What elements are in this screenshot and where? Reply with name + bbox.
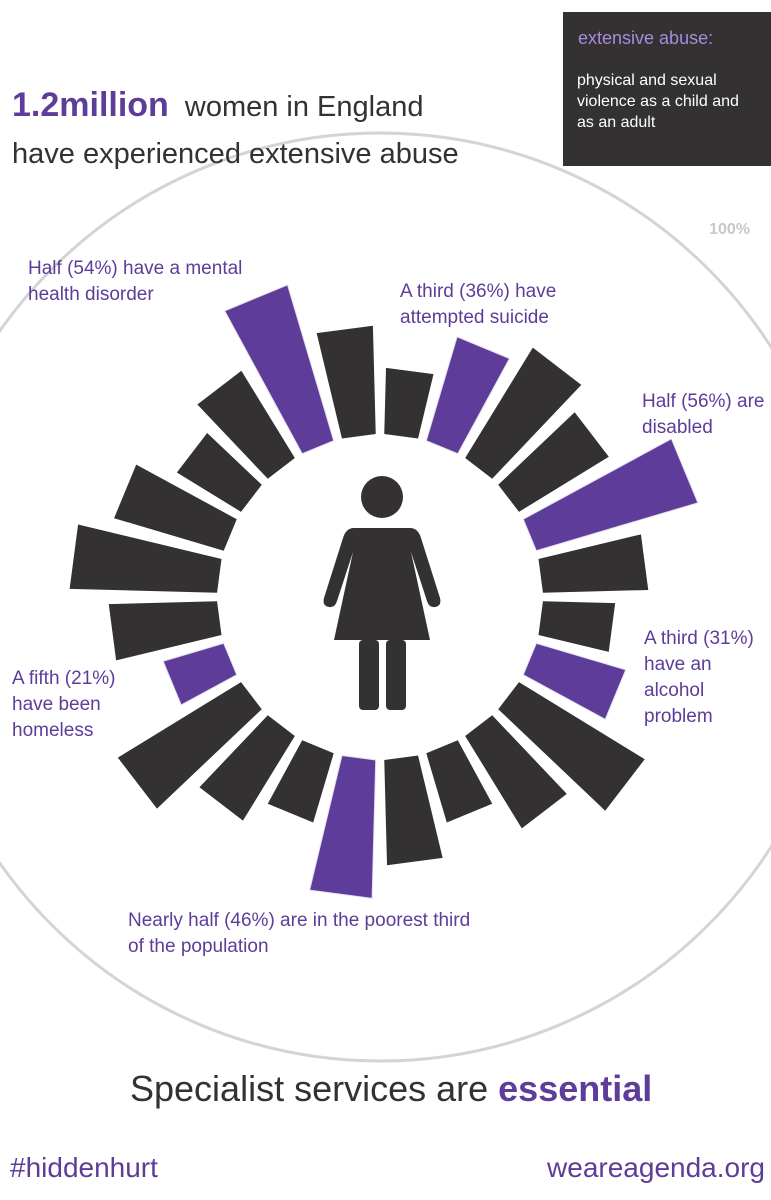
headline-text: women in England (184, 91, 424, 123)
bar (223, 284, 335, 455)
definition-box: extensive abuse: physical and sexual vio… (563, 12, 771, 166)
bar-label: Half (54%) have a mental health disorder (28, 258, 243, 305)
tagline: Specialist services are essential (130, 1068, 652, 1110)
bar (316, 325, 376, 439)
bar (384, 755, 443, 866)
ring-label: 100% (709, 221, 750, 238)
tagline-emphasis: essential (498, 1068, 653, 1109)
woman-icon (323, 476, 441, 710)
bar (426, 740, 493, 823)
bar-label: Nearly half (46%) are in the poorest thi… (128, 910, 471, 957)
bar (309, 754, 377, 899)
bar (425, 336, 511, 455)
bar (108, 601, 222, 661)
bar-label: Half (56%) are disabled (642, 391, 765, 438)
hashtag: #hiddenhurt (10, 1152, 158, 1183)
bar (498, 412, 609, 512)
bar (176, 432, 262, 512)
definition-term: extensive abuse: (578, 28, 714, 48)
bar (465, 347, 582, 479)
bar (197, 370, 295, 479)
bar (498, 682, 645, 811)
bar (114, 464, 237, 551)
bar (538, 601, 616, 652)
headline-text-2: have experienced extensive abuse (12, 138, 459, 170)
website: weareagenda.org (547, 1152, 765, 1183)
bar (267, 740, 334, 823)
bar (162, 642, 238, 706)
bar-label: A third (36%) have attempted suicide (400, 281, 557, 328)
bar (384, 367, 434, 439)
headline: 1.2million women in England (12, 86, 424, 125)
definition-text: physical and sexual violence as a child … (577, 72, 739, 131)
bar (69, 524, 222, 593)
bar (117, 682, 262, 809)
tagline-text: Specialist services are (130, 1068, 489, 1109)
bar-label: A third (31%) have an alcohol problem (644, 628, 754, 727)
outer-ring (0, 131, 771, 1063)
headline-figure: 1.2million (12, 86, 169, 124)
bar-label: A fifth (21%) have been homeless (12, 668, 116, 741)
bar (199, 715, 295, 821)
bar (465, 715, 567, 829)
bar (538, 534, 649, 593)
bar (522, 438, 699, 552)
bar (522, 642, 627, 721)
